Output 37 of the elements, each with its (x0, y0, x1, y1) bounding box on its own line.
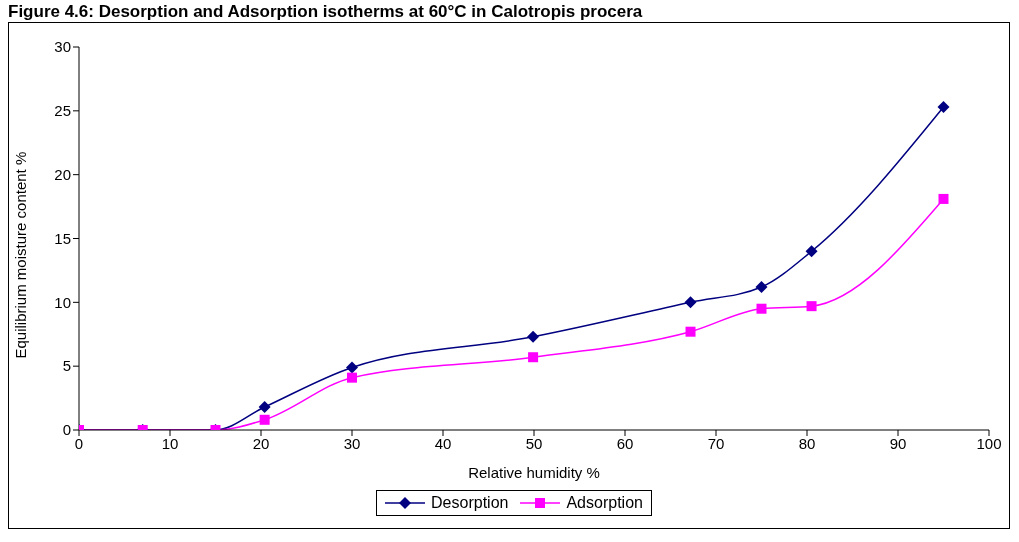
point (527, 330, 540, 343)
chart-title: Figure 4.6: Desorption and Adsorption isotherms at 60°C in Calotropis procera (8, 2, 644, 22)
point (685, 326, 696, 337)
y-tick-label: 30 (54, 38, 71, 56)
y-tick-label: 0 (62, 421, 71, 439)
point (806, 301, 817, 312)
x-tick-label: 60 (616, 434, 634, 452)
point (684, 296, 697, 309)
y-tick-label: 10 (54, 293, 71, 311)
x-tick-label: 30 (343, 434, 361, 452)
x-tick-label: 50 (525, 434, 543, 452)
x-tick-label: 100 (976, 434, 1002, 452)
y-axis-title: Equilibrium moisture content % (12, 151, 30, 359)
y-tick-label: 25 (54, 102, 71, 120)
x-tick-label: 10 (161, 434, 179, 452)
y-tick-label: 20 (54, 165, 71, 183)
point (346, 361, 358, 374)
x-tick-label: 90 (889, 434, 907, 452)
point (259, 414, 270, 425)
point (528, 352, 539, 363)
point (805, 245, 818, 258)
x-tick-label: 70 (707, 434, 725, 452)
point (755, 281, 768, 294)
x-tick-label: 40 (434, 434, 452, 452)
legend-label: Adsorption (566, 494, 643, 512)
x-axis-title: Relative humidity % (468, 464, 600, 481)
y-tick-label: 15 (54, 229, 71, 247)
point (756, 303, 767, 314)
x-tick-label: 0 (74, 434, 84, 452)
x-tick-label: 20 (252, 434, 270, 452)
point (937, 101, 950, 113)
point (938, 193, 949, 204)
point (347, 372, 357, 383)
legend-label: Desorption (431, 494, 509, 512)
y-tick-label: 5 (62, 357, 71, 375)
x-tick-label: 80 (798, 434, 816, 452)
point (258, 401, 271, 414)
